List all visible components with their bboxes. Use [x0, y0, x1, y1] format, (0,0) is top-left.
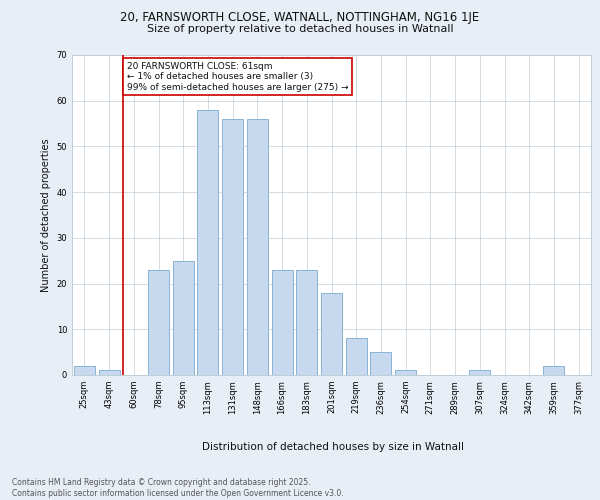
Bar	[197, 110, 218, 375]
Bar	[544, 366, 565, 375]
Bar	[173, 260, 194, 375]
Bar	[346, 338, 367, 375]
Text: Contains HM Land Registry data © Crown copyright and database right 2025.
Contai: Contains HM Land Registry data © Crown c…	[12, 478, 344, 498]
Bar	[98, 370, 119, 375]
Bar	[321, 292, 342, 375]
Bar	[222, 119, 243, 375]
Bar	[247, 119, 268, 375]
Text: Size of property relative to detached houses in Watnall: Size of property relative to detached ho…	[146, 24, 454, 34]
Bar	[74, 366, 95, 375]
Bar	[272, 270, 293, 375]
Bar	[469, 370, 490, 375]
Text: Distribution of detached houses by size in Watnall: Distribution of detached houses by size …	[202, 442, 464, 452]
Text: 20, FARNSWORTH CLOSE, WATNALL, NOTTINGHAM, NG16 1JE: 20, FARNSWORTH CLOSE, WATNALL, NOTTINGHA…	[121, 10, 479, 24]
Y-axis label: Number of detached properties: Number of detached properties	[41, 138, 51, 292]
Bar	[395, 370, 416, 375]
Text: 20 FARNSWORTH CLOSE: 61sqm
← 1% of detached houses are smaller (3)
99% of semi-d: 20 FARNSWORTH CLOSE: 61sqm ← 1% of detac…	[127, 62, 349, 92]
Bar	[296, 270, 317, 375]
Bar	[370, 352, 391, 375]
Bar	[148, 270, 169, 375]
